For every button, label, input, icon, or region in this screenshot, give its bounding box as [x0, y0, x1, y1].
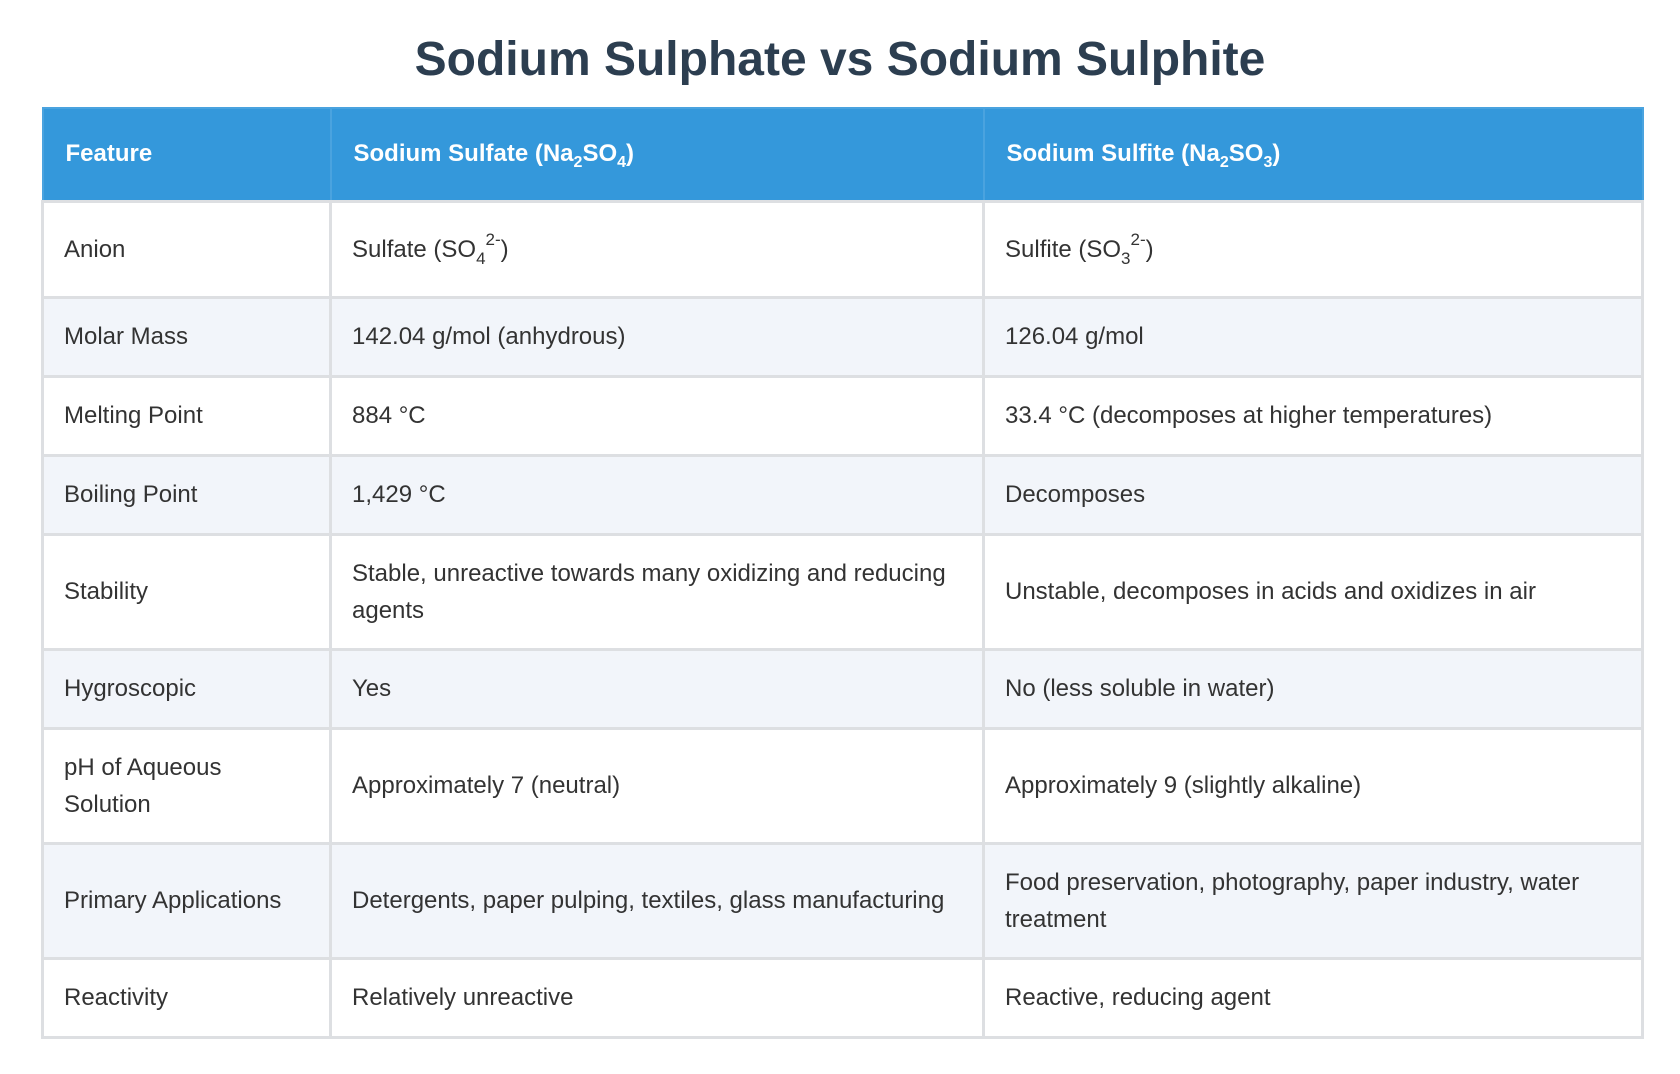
header-sulfite-sub1: 2: [1219, 154, 1229, 172]
page-title: Sodium Sulphate vs Sodium Sulphite: [414, 33, 1266, 86]
sulfite-cell: Unstable, decomposes in acids and oxidiz…: [982, 532, 1644, 651]
header-sulfate-sub1: 2: [573, 154, 583, 172]
sulfate-cell: Relatively unreactive: [329, 956, 985, 1039]
header-feature: Feature: [41, 107, 332, 202]
sulfite-cell: Decomposes: [982, 453, 1644, 536]
sulfite-anion-text: Sulfite (SO: [1005, 235, 1122, 263]
header-sulfite-sub2: 3: [1263, 154, 1273, 172]
feature-cell: Boiling Point: [41, 453, 332, 536]
table-header: Feature Sodium Sulfate (Na2SO4) Sodium S…: [41, 107, 1644, 202]
feature-cell: Hygroscopic: [41, 647, 332, 730]
sulfite-cell: Sulfite (SO32-): [982, 199, 1644, 299]
header-sulfate-sub2: 4: [617, 154, 627, 172]
sulfate-cell: 1,429 °C: [329, 453, 985, 536]
table-row-anion: Anion Sulfate (SO42-) Sulfite (SO32-): [41, 199, 1644, 299]
sulfite-cell: Food preservation, photography, paper in…: [982, 841, 1644, 960]
sulfite-cell: No (less soluble in water): [982, 647, 1644, 730]
sulfate-anion-sup: 2-: [485, 229, 501, 249]
header-sulfite-end: ): [1272, 140, 1281, 168]
sulfite-cell: 33.4 °C (decomposes at higher temperatur…: [982, 374, 1644, 457]
header-sulfate-end: ): [626, 140, 635, 168]
feature-cell: Primary Applications: [41, 841, 332, 960]
table-row-hygroscopic: Hygroscopic Yes No (less soluble in wate…: [41, 647, 1644, 730]
header-sulfite-mid: SO: [1228, 140, 1264, 168]
table-row-melting-point: Melting Point 884 °C 33.4 °C (decomposes…: [41, 374, 1644, 457]
sulfate-cell: Detergents, paper pulping, textiles, gla…: [329, 841, 985, 960]
sulfite-cell: Reactive, reducing agent: [982, 956, 1644, 1039]
sulfate-cell: Approximately 7 (neutral): [329, 726, 985, 845]
sulfite-anion-end: ): [1145, 235, 1154, 263]
sulfate-cell: Stable, unreactive towards many oxidizin…: [329, 532, 985, 651]
table-row-reactivity: Reactivity Relatively unreactive Reactiv…: [41, 956, 1644, 1039]
sulfate-cell: Yes: [329, 647, 985, 730]
feature-cell: Melting Point: [41, 374, 332, 457]
sulfite-anion-sup: 2-: [1130, 229, 1146, 249]
header-row: Feature Sodium Sulfate (Na2SO4) Sodium S…: [41, 107, 1644, 202]
header-sulfate-mid: SO: [582, 140, 618, 168]
sulfate-anion-end: ): [500, 235, 509, 263]
sulfite-cell: Approximately 9 (slightly alkaline): [982, 726, 1644, 845]
sulfate-anion-sub: 4: [476, 248, 486, 268]
feature-cell: Reactivity: [41, 956, 332, 1039]
table-row-ph: pH of Aqueous Solution Approximately 7 (…: [41, 726, 1644, 845]
header-sulfate-name: Sodium Sulfate (Na: [353, 140, 574, 168]
sulfate-cell: Sulfate (SO42-): [329, 199, 985, 299]
header-sulfite-name: Sodium Sulfite (Na: [1006, 140, 1220, 168]
sulfate-cell: 884 °C: [329, 374, 985, 457]
sulfate-cell: 142.04 g/mol (anhydrous): [329, 295, 985, 378]
comparison-table-container: Feature Sodium Sulfate (Na2SO4) Sodium S…: [41, 107, 1644, 1039]
sulfite-cell: 126.04 g/mol: [982, 295, 1644, 378]
table-row-primary-applications: Primary Applications Detergents, paper p…: [41, 841, 1644, 960]
sulfite-anion-sub: 3: [1121, 248, 1131, 268]
feature-cell: Anion: [41, 199, 332, 299]
sulfate-anion-text: Sulfate (SO: [352, 235, 477, 263]
header-sodium-sulfite: Sodium Sulfite (Na2SO3): [982, 107, 1644, 202]
comparison-table: Feature Sodium Sulfate (Na2SO4) Sodium S…: [41, 107, 1644, 1039]
table-body: Anion Sulfate (SO42-) Sulfite (SO32-) Mo…: [41, 199, 1644, 1039]
table-row-stability: Stability Stable, unreactive towards man…: [41, 532, 1644, 651]
feature-cell: Stability: [41, 532, 332, 651]
feature-cell: pH of Aqueous Solution: [41, 726, 332, 845]
table-row-molar-mass: Molar Mass 142.04 g/mol (anhydrous) 126.…: [41, 295, 1644, 378]
header-sodium-sulfate: Sodium Sulfate (Na2SO4): [329, 107, 985, 202]
feature-cell: Molar Mass: [41, 295, 332, 378]
table-row-boiling-point: Boiling Point 1,429 °C Decomposes: [41, 453, 1644, 536]
